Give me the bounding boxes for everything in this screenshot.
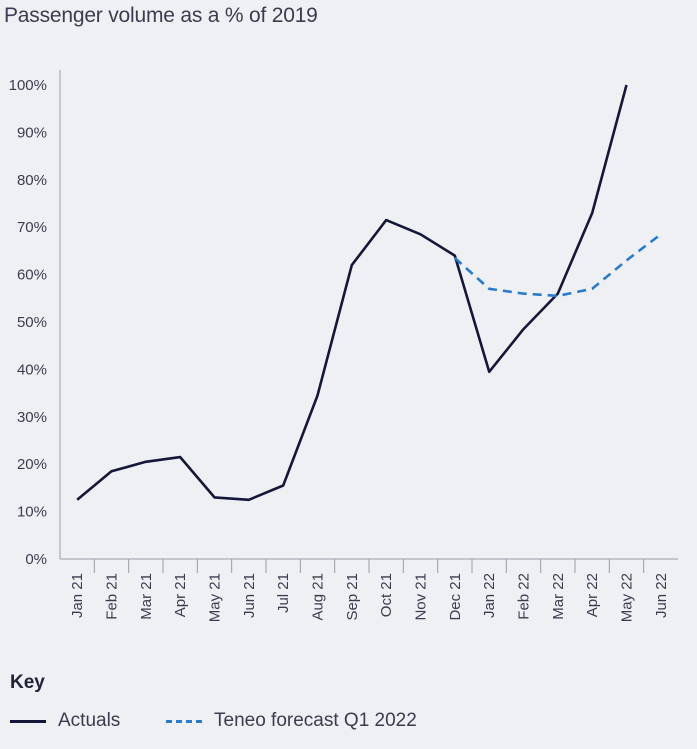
x-tick-label: May 22 [619,573,636,622]
y-tick-label: 60% [17,267,47,284]
y-axis-ticks: 0% 10% 20% 30% 40% 50% 60% 70% 80% 90% 100% [9,77,47,568]
x-tick-label: Feb 22 [516,573,533,620]
y-tick-label: 50% [17,314,47,331]
legend-swatch-dashed [166,719,202,723]
x-tick-label: Apr 22 [584,573,601,617]
x-tick-label: Mar 22 [550,573,567,620]
x-axis-ticks: Jan 21 Feb 21 Mar 21 Apr 21 May 21 Jun 21 Jul … [69,559,670,622]
chart-title: Passenger volume as a % of 2019 [4,4,318,27]
x-tick-label: Nov 21 [413,573,430,621]
y-tick-label: 0% [25,551,47,568]
series-line-actuals [76,84,628,502]
legend-swatch-solid [10,719,46,723]
y-tick-label: 20% [17,456,47,473]
x-tick-label: Sep 21 [344,573,361,621]
x-tick-label: Feb 21 [104,573,121,620]
x-tick-label: Aug 21 [310,573,327,621]
y-tick-label: 10% [17,504,47,521]
axes [59,70,678,560]
x-tick-label: May 21 [207,573,224,622]
y-tick-label: 80% [17,172,47,189]
line-chart: 0% 10% 20% 30% 40% 50% 60% 70% 80% 90% 100% Jan 21… [9,70,678,622]
series-lines [76,84,662,502]
legend-label: Teneo forecast Q1 2022 [214,710,417,731]
y-tick-label: 40% [17,361,47,378]
legend-item-forecast: Teneo forecast Q1 2022 [166,710,417,732]
y-tick-label: 30% [17,409,47,426]
y-tick-label: 90% [17,124,47,141]
x-tick-label: Oct 21 [378,573,395,617]
legend-item-actuals: Actuals [10,710,120,732]
series-line-forecast [453,233,662,298]
legend-label: Actuals [58,710,121,731]
x-tick-label: Jan 21 [69,573,86,618]
x-tick-label: Jan 22 [481,573,498,618]
x-tick-label: Mar 21 [138,573,155,620]
y-tick-label: 100% [9,77,47,94]
x-tick-label: Apr 21 [172,573,189,617]
x-tick-label: Jun 21 [241,573,258,618]
x-tick-label: Jul 21 [275,573,292,613]
x-tick-label: Dec 21 [447,573,464,621]
x-tick-label: Jun 22 [653,573,670,618]
y-tick-label: 70% [17,219,47,236]
legend-title: Key [10,672,45,693]
